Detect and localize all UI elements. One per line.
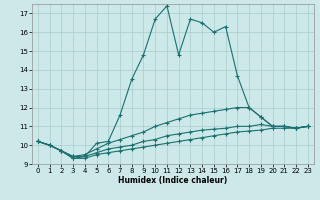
X-axis label: Humidex (Indice chaleur): Humidex (Indice chaleur): [118, 176, 228, 185]
